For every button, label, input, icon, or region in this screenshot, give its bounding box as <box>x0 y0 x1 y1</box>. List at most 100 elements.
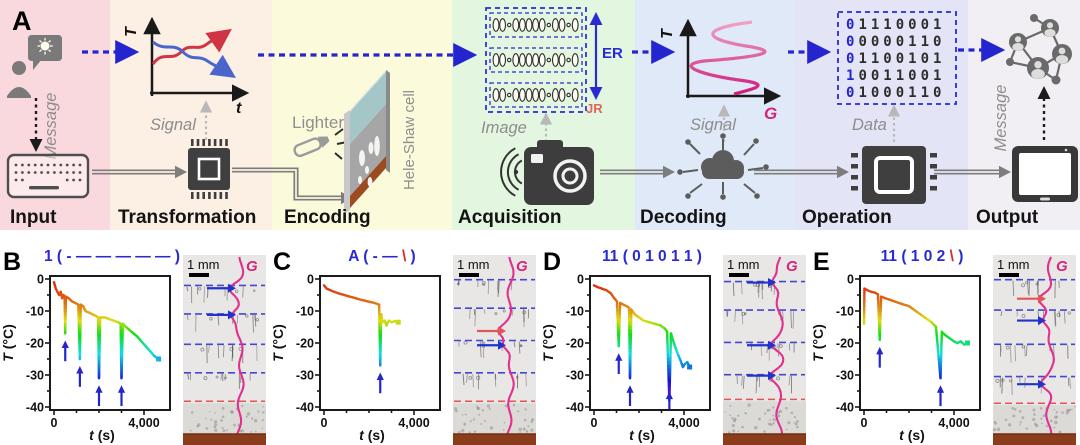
y-axis-label: T (°C) <box>270 324 286 362</box>
falling-wavy-arrow <box>152 40 236 78</box>
axis-ticks <box>585 278 685 415</box>
event-arrow-head <box>615 353 623 361</box>
hele-shaw-label: Hele-Shaw cell <box>401 90 418 190</box>
y-tick-label: -40 <box>26 401 44 415</box>
y-tick-label: -30 <box>26 369 44 383</box>
people-network-icon <box>1006 14 1072 85</box>
x-axis-label: t (s) <box>629 427 655 443</box>
bubble <box>538 53 546 67</box>
x-tick-label: 4,000 <box>128 416 159 430</box>
g-label: G <box>1056 258 1068 275</box>
bubble-small <box>506 92 512 98</box>
binary-row: 01100101 <box>846 51 945 67</box>
event-arrow-head <box>376 372 384 380</box>
micrograph-arrow-head <box>768 340 776 350</box>
bubble <box>512 18 520 32</box>
y-tick-label: -30 <box>566 369 584 383</box>
micrograph-texture <box>453 280 535 434</box>
panel-E: E 11 ( 1 0 2 \ ) 0 -10 -20 -30 -40 0 4,000 T (°C)… <box>810 248 1076 445</box>
temperature-curve <box>862 287 970 380</box>
section-label-decoding: Decoding <box>640 207 727 228</box>
bubble <box>532 53 540 67</box>
micrograph-arrow-head <box>498 326 506 336</box>
panel-title-code: 11 ( 0 1 0 1 1 ) <box>602 248 702 265</box>
binary-row: 01000110 <box>846 85 945 101</box>
bubble <box>551 88 559 102</box>
g-profile-trace <box>768 256 785 441</box>
section-label-input: Input <box>10 207 57 228</box>
x-tick-label: 0 <box>591 416 598 430</box>
y-tick-label: -40 <box>296 401 314 415</box>
x-tick-label: 4,000 <box>938 416 969 430</box>
binary-row: 10011001 <box>846 68 945 84</box>
bubble-small <box>546 92 552 98</box>
bubble <box>551 53 559 67</box>
micrograph: 1 mm G <box>453 255 536 445</box>
freeze-event-arrows <box>615 353 673 410</box>
x-tick-label: 4,000 <box>398 416 429 430</box>
event-arrow-head <box>665 391 673 400</box>
x-tick-label: 4,000 <box>668 416 699 430</box>
event-arrow-head <box>876 346 884 355</box>
signal-label-2: Signal <box>690 116 737 134</box>
curve-end-marker <box>156 356 162 362</box>
freeze-event-arrows <box>61 340 126 407</box>
event-arrow-head <box>95 385 103 393</box>
g-label: G <box>246 258 258 275</box>
event-arrow-head <box>936 385 945 393</box>
bubble <box>558 88 566 102</box>
lightbulb-icon <box>40 41 50 51</box>
g-label: G <box>516 258 528 275</box>
cell-liquid-top <box>350 72 386 144</box>
panel-D: D 11 ( 0 1 0 1 1 ) 0 -10 -20 -30 -40 0 4,000 T (°… <box>540 248 806 445</box>
y-tick-label: -20 <box>26 337 44 351</box>
x-axis-label: t (s) <box>899 427 925 443</box>
lighter-label: Lighter <box>292 113 344 132</box>
g-profile-trace <box>497 256 515 441</box>
chip-icon <box>188 139 230 199</box>
signal-label-1: Signal <box>150 116 197 134</box>
panel-C: C A ( - — \ ) 0 -10 -20 -30 -40 0 4,000 T (°C) t (… <box>270 248 536 445</box>
panel-title-code: 11 ( 1 0 2 \ ) <box>881 248 964 265</box>
scale-bar <box>459 273 479 277</box>
keyboard-keys-row3 <box>14 178 82 182</box>
bubble <box>525 88 533 102</box>
y-tick-label: -20 <box>566 337 584 351</box>
bubble <box>499 88 507 102</box>
panel-a-pipeline: A Message T t Signal <box>0 0 1080 230</box>
scale-bar <box>999 273 1019 277</box>
event-arrow-head <box>117 385 126 393</box>
temperature-time-graph: T t <box>123 16 250 117</box>
bubble <box>492 53 500 67</box>
copper-plate <box>993 434 1076 445</box>
section-label-output: Output <box>976 207 1039 228</box>
graph2-G-axis-label: G <box>764 104 777 123</box>
y-tick-label: -20 <box>296 337 314 351</box>
bubble <box>518 53 526 67</box>
axis-ticks <box>315 278 415 415</box>
axis-ticks <box>855 278 955 415</box>
cloud-network-icon <box>677 133 769 200</box>
panel-letter: D <box>543 248 561 276</box>
arrow-cpu-to-tablet <box>934 169 1000 175</box>
bubble-small <box>566 57 571 63</box>
bubble <box>525 18 533 32</box>
keyboard-keys-row2 <box>14 171 82 174</box>
bubble <box>538 88 546 102</box>
arrow-camera-to-cloud <box>600 169 664 175</box>
y-tick-label: 0 <box>307 273 314 287</box>
bubble <box>571 88 579 102</box>
band-transformation <box>110 0 272 230</box>
section-label-acquisition: Acquisition <box>458 207 561 228</box>
temperature-curve <box>52 281 162 380</box>
x-axis-label: t (s) <box>89 427 115 443</box>
keyboard-keys-row1 <box>14 163 82 167</box>
panel-letter: B <box>3 248 21 276</box>
bubble <box>558 53 566 67</box>
y-axis-label: T (°C) <box>540 324 556 362</box>
y-axis-label: T (°C) <box>0 324 16 362</box>
micrograph-frozen-band <box>453 403 536 436</box>
y-tick-label: -10 <box>566 305 584 319</box>
section-label-encoding: Encoding <box>284 207 371 228</box>
